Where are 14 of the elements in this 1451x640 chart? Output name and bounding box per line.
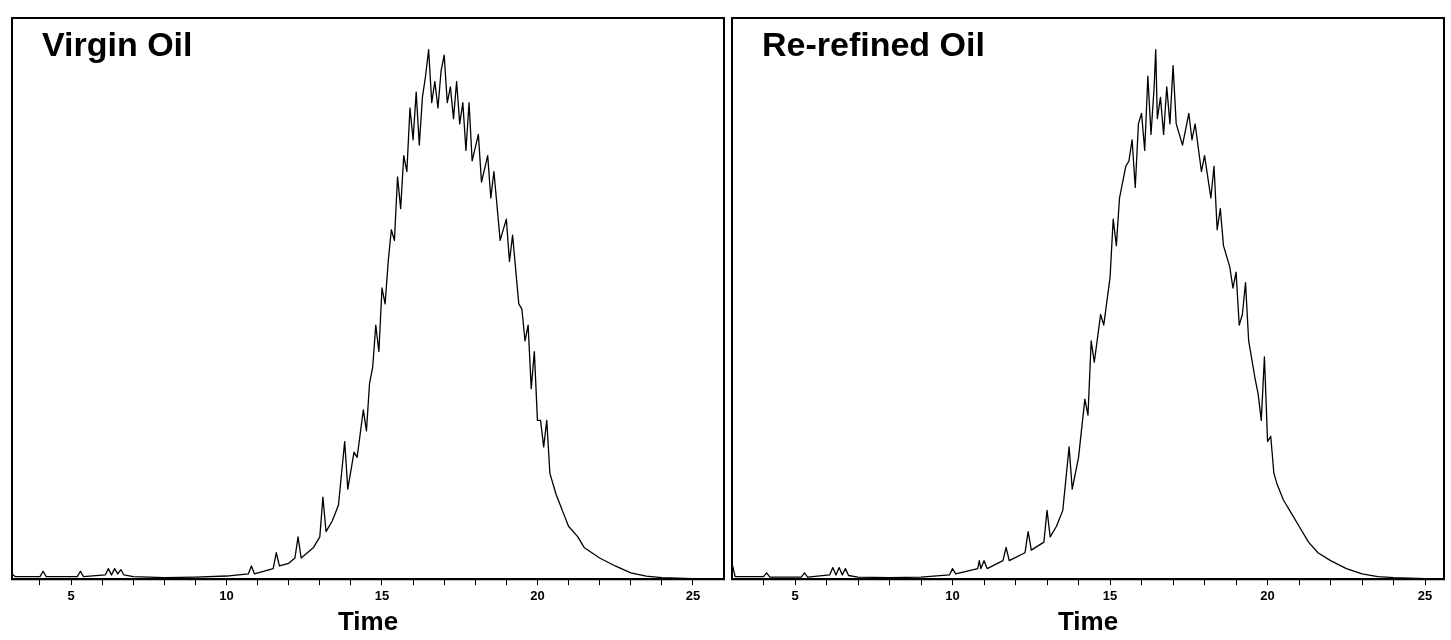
x-axis-title: Time: [1057, 605, 1119, 636]
x-tick-label: 25: [1417, 587, 1433, 603]
x-tick-label: 10: [945, 587, 960, 603]
x-tick-label: 15: [1102, 587, 1118, 603]
x-tick-label: 25: [685, 587, 701, 603]
x-tick-label: 20: [1260, 587, 1275, 603]
chart-title: Virgin Oil: [42, 25, 193, 64]
x-tick-label: 5: [791, 587, 799, 603]
x-axis-title: Time: [337, 605, 399, 636]
x-tick-label: 20: [530, 587, 545, 603]
chart-title: Re-refined Oil: [762, 25, 985, 64]
x-tick-label: 10: [219, 587, 234, 603]
x-tick-label: 15: [374, 587, 390, 603]
x-tick-label: 5: [67, 587, 75, 603]
